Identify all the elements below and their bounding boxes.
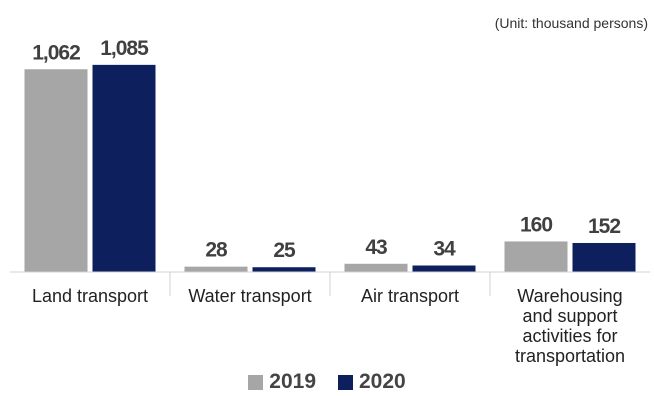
- legend: 2019 2020: [0, 370, 654, 394]
- legend-swatch-2019: [248, 374, 264, 390]
- bar-2020-0: [92, 64, 156, 272]
- category-label-1-0: Water transport: [188, 286, 311, 306]
- category-label-0-0: Land transport: [32, 286, 148, 306]
- unit-note: (Unit: thousand persons): [494, 15, 648, 31]
- bar-2020-3: [572, 242, 636, 272]
- legend-item-2019: 2019: [248, 370, 316, 394]
- bar-2019-1: [184, 266, 248, 272]
- data-label-2019-3: 160: [520, 213, 552, 236]
- bar-2019-2: [344, 263, 408, 272]
- legend-label-2019: 2019: [269, 370, 316, 393]
- legend-swatch-2020: [338, 374, 353, 390]
- bar-2019-3: [504, 241, 568, 272]
- category-label-3-3: transportation: [515, 346, 625, 366]
- category-label-3-2: activities for: [522, 326, 617, 346]
- legend-label-2020: 2020: [359, 370, 406, 393]
- category-label-3-1: and support: [522, 306, 617, 326]
- data-label-2019-1: 28: [205, 239, 228, 262]
- category-label-3-0: Warehousing: [517, 286, 622, 306]
- bar-2020-2: [412, 265, 476, 272]
- legend-item-2020: 2020: [338, 370, 406, 394]
- data-label-2020-1: 25: [273, 239, 296, 262]
- bar-2020-1: [252, 267, 316, 272]
- data-label-2020-2: 34: [433, 238, 456, 261]
- data-label-2020-0: 1,085: [100, 37, 149, 60]
- data-label-2019-2: 43: [365, 236, 387, 259]
- data-label-2019-0: 1,062: [32, 41, 80, 64]
- data-label-2020-3: 152: [588, 215, 620, 238]
- bar-2019-0: [24, 69, 88, 272]
- category-label-2-0: Air transport: [361, 286, 459, 306]
